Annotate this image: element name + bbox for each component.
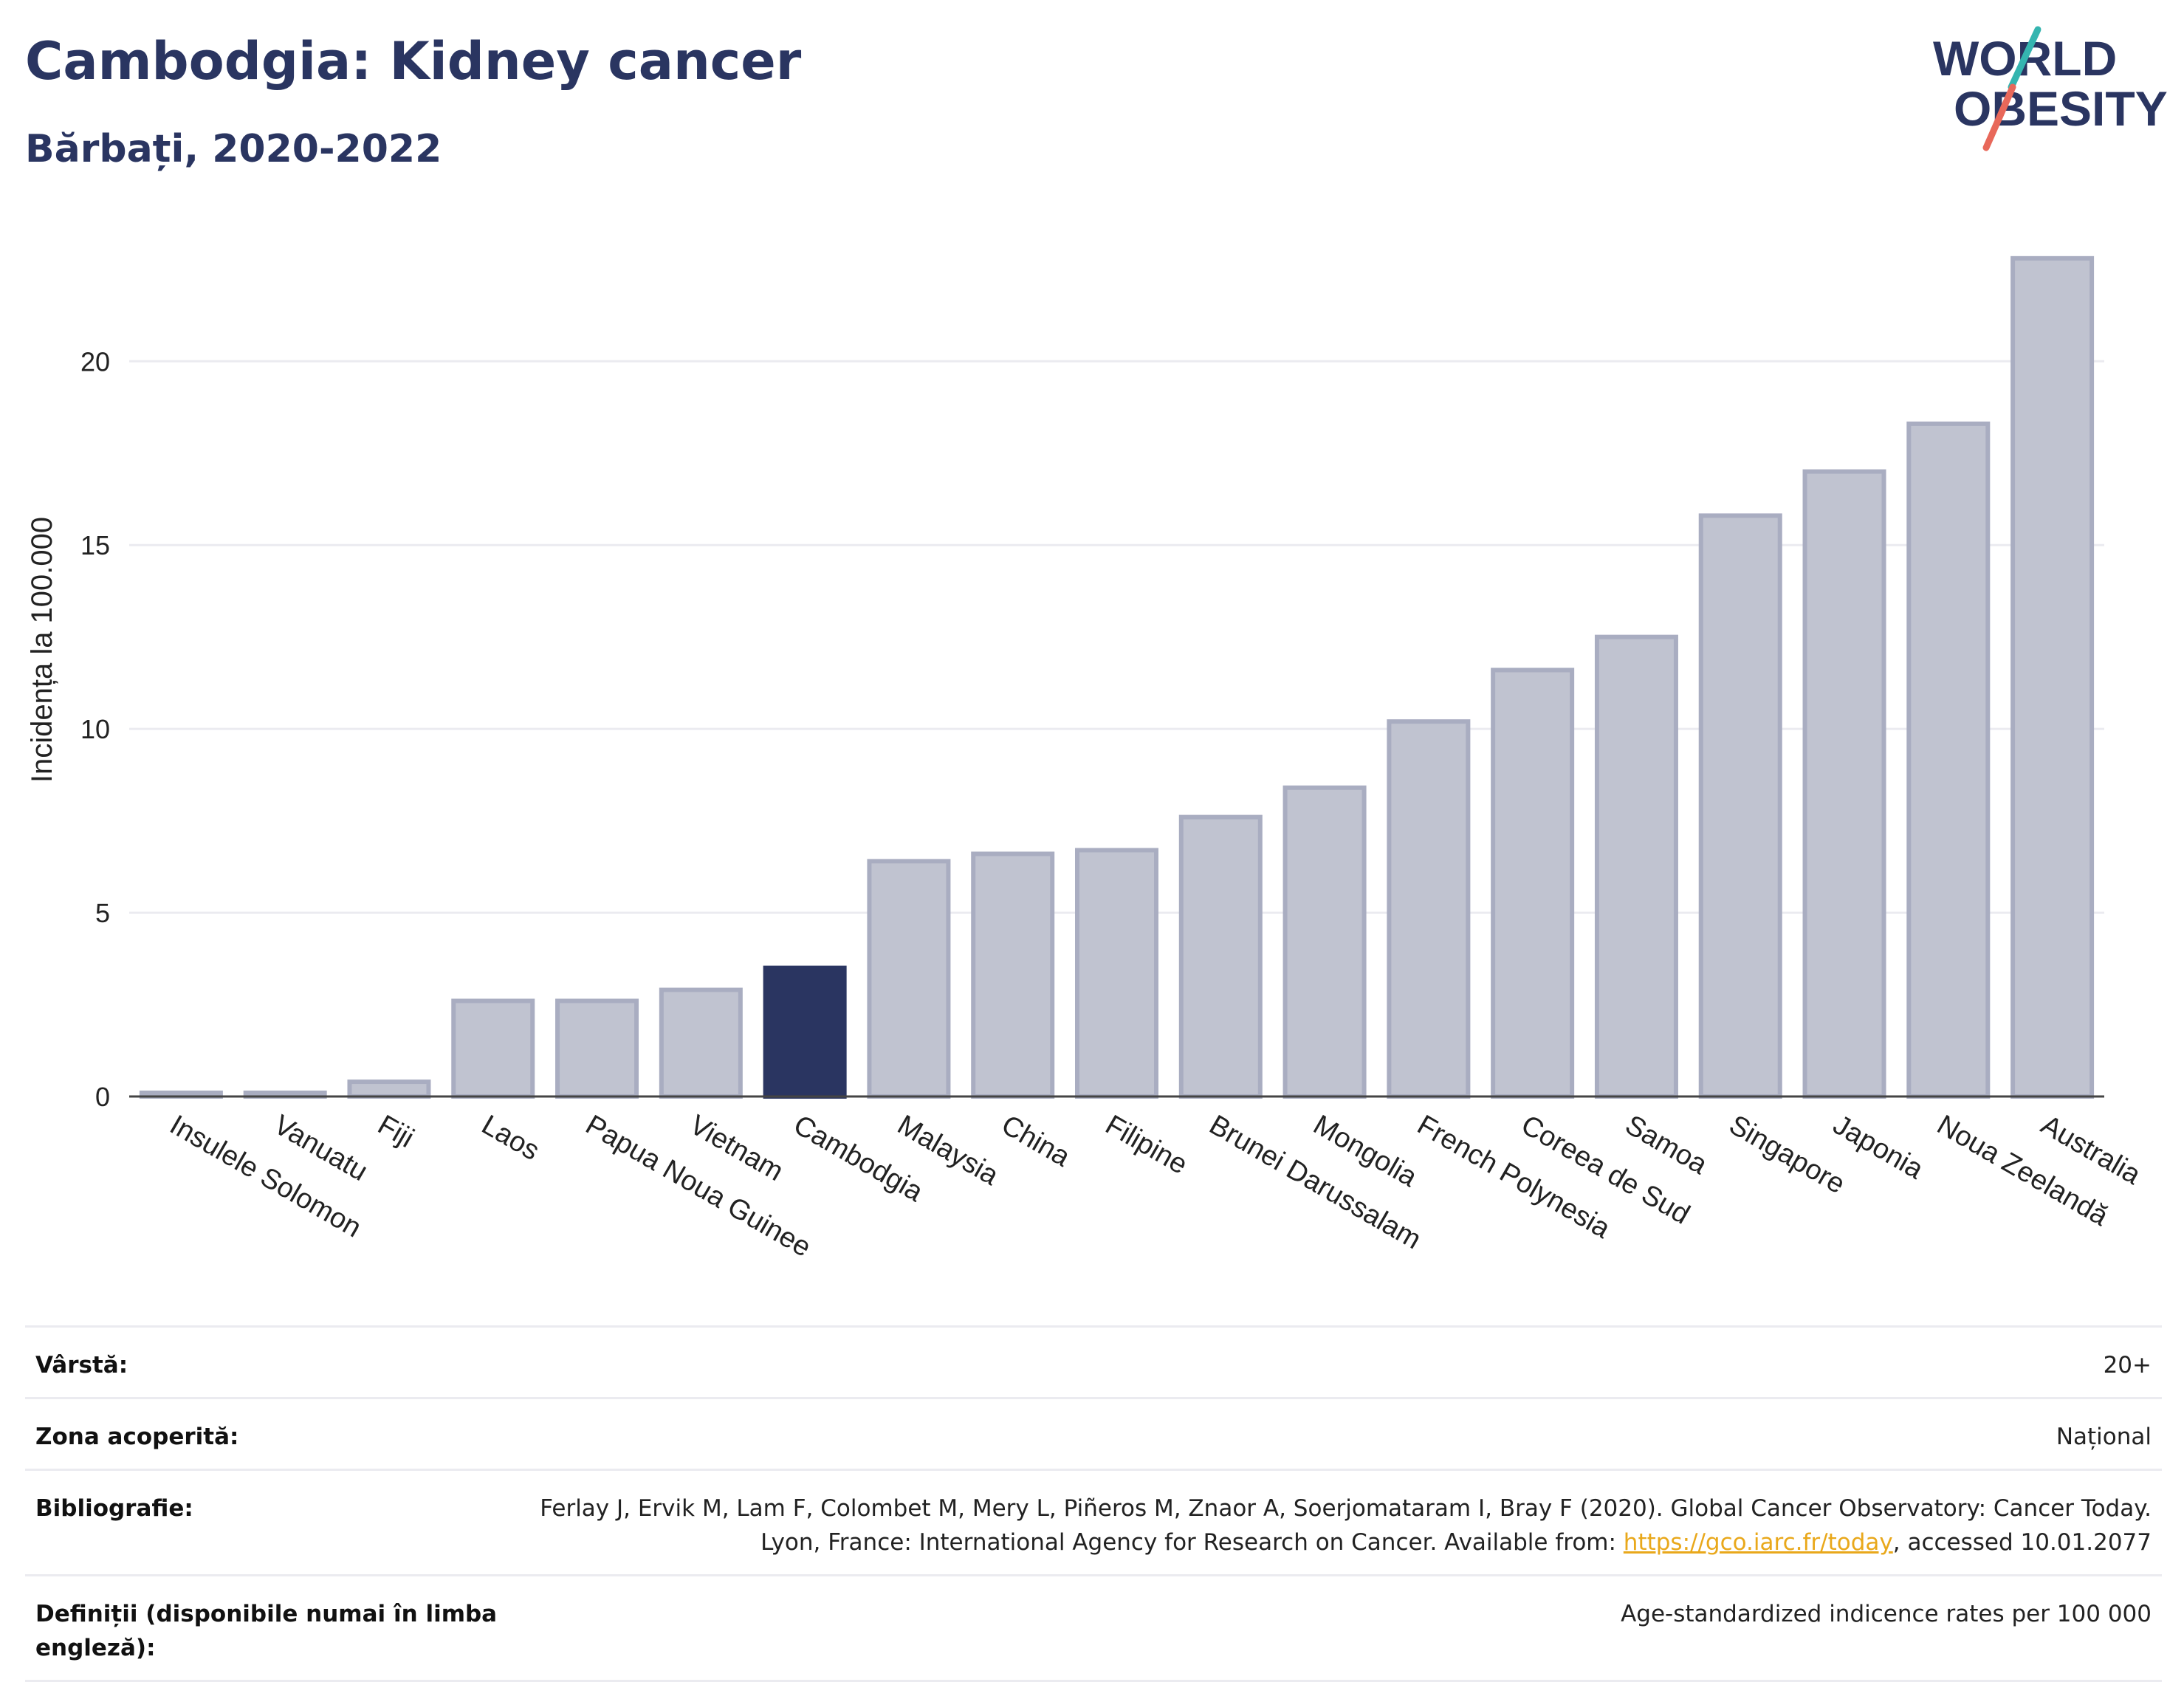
x-tick-label: Insulele Solomon [165,1109,366,1243]
meta-row-bibliography: Bibliografie: Ferlay J, Ervik M, Lam F, … [25,1469,2162,1576]
bar-china [971,851,1055,1099]
bibliography-link[interactable]: https://gco.iarc.fr/today [1623,1529,1893,1556]
y-tick-label: 20 [80,346,110,377]
bar-coreea-de-sud [1491,667,1575,1099]
bar-singapore [1698,513,1782,1099]
bar-brunei-darussalam [1178,814,1263,1099]
y-axis-ticks: 0 5 10 15 20 [80,346,110,1112]
bar-laos [451,998,535,1099]
bar-samoa [1594,634,1678,1099]
y-axis-label: Incidența la 100.000 [26,517,58,783]
age-label: Vârstă: [25,1325,518,1398]
bar-mongolia [1282,785,1367,1099]
area-label: Zona acoperită: [25,1397,518,1470]
age-value: 20+ [518,1325,2162,1398]
x-tick-label: French Polynesia [1412,1109,1615,1245]
bar-cambodgia [763,965,847,1099]
bar-malaysia [867,859,951,1099]
bar-french-polynesia [1387,719,1471,1099]
meta-row-area: Zona acoperită: Național [25,1397,2162,1470]
x-tick-label: Noua Zeelandă [1931,1109,2114,1232]
meta-row-age: Vârstă: 20+ [25,1325,2162,1398]
bar-vietnam [659,987,743,1099]
bar-fiji [347,1079,431,1099]
definitions-value: Age-standardized indicence rates per 100… [518,1574,2162,1682]
bar-australia [2010,255,2095,1099]
x-tick-label: China [996,1109,1076,1173]
meta-row-definitions: Definiții (disponibile numai în limba en… [25,1574,2162,1682]
y-tick-label: 5 [95,898,110,928]
logo-word-obesity: OBESITY [1954,81,2168,136]
bar-filipine [1075,848,1158,1099]
y-tick-label: 0 [95,1082,110,1112]
area-value: Național [518,1397,2162,1470]
world-obesity-logo: WORLD OBESITY [1933,26,2168,151]
y-tick-label: 10 [80,714,110,744]
x-tick-label: Filipine [1100,1109,1192,1181]
bar-japonia [1802,469,1886,1099]
bibliography-label: Bibliografie: [25,1469,518,1576]
x-tick-label: Laos [476,1109,544,1167]
bar-papua-noua-guinee [555,998,639,1099]
bibliography-value: Ferlay J, Ervik M, Lam F, Colombet M, Me… [518,1469,2162,1576]
bars [139,255,2095,1099]
y-tick-label: 15 [80,530,110,560]
bibliography-suffix: , accessed 10.01.2077 [1892,1529,2152,1556]
definitions-label: Definiții (disponibile numai în limba en… [25,1574,518,1682]
x-tick-label: Singapore [1724,1109,1850,1200]
logo-slash-teal [2008,26,2042,91]
chart-title: Cambodgia: Kidney cancer [25,31,802,92]
chart-subtitle: Bărbați, 2020-2022 [25,127,442,171]
bar-noua-zeeland- [1906,421,1991,1099]
bibliography-text: Ferlay J, Ervik M, Lam F, Colombet M, Me… [540,1495,2152,1556]
x-tick-label: Fiji [372,1109,419,1154]
metadata-table: Vârstă: 20+ Zona acoperită: Național Bib… [25,1325,2162,1682]
logo-slash-coral [1982,83,2016,151]
